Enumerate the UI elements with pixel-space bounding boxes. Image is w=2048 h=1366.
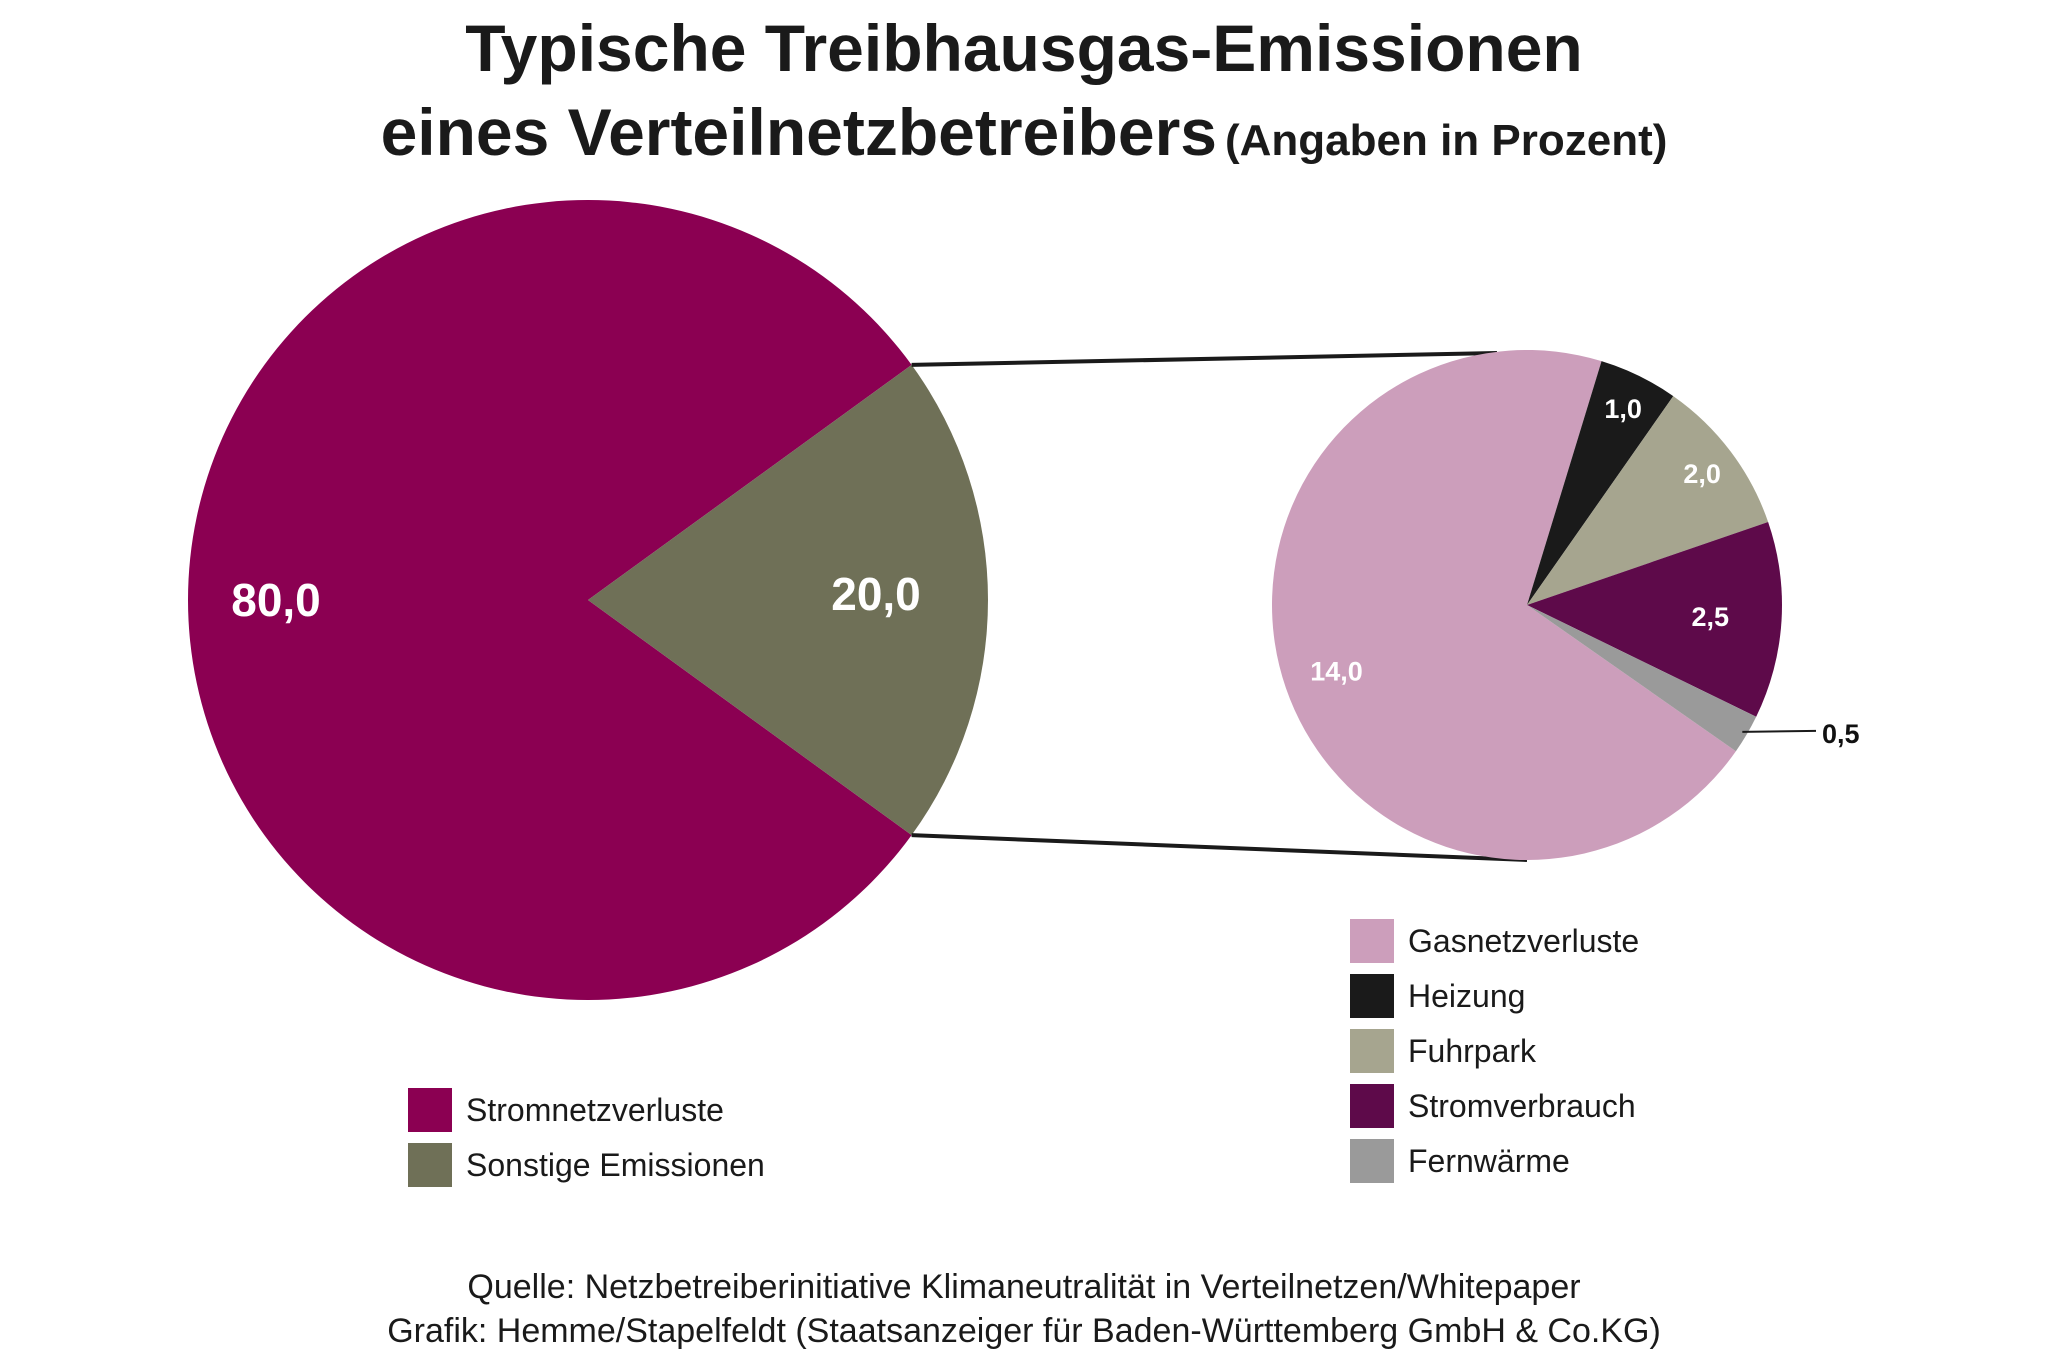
data-label-fernwaerme: 0,5 (1822, 719, 1860, 749)
pie-slice-sonstige-emissionen (588, 364, 989, 836)
data-label-gasnetzverluste: 14,0 (1310, 657, 1363, 687)
legend-item-heizung: Heizung (1350, 974, 1639, 1018)
legend-item-fernwaerme: Fernwärme (1350, 1139, 1639, 1183)
source-note: Quelle: Netzbetreiberinitiative Klimaneu… (467, 1268, 1581, 1306)
chart-title-line-2: eines Verteilnetzbetreibers (Angaben in P… (0, 92, 2048, 181)
legend-swatch (408, 1088, 452, 1132)
legend-swatch (408, 1143, 452, 1187)
pie-slice-stromnetzverluste (188, 200, 912, 1001)
legend-label: Heizung (1408, 977, 1526, 1014)
legend-main: Stromnetzverluste Sonstige Emissionen (408, 1088, 765, 1199)
pie-slice-fernwaerme (1527, 605, 1757, 752)
legend-swatch (1350, 974, 1394, 1018)
legend-swatch (1350, 919, 1394, 963)
data-label-heizung: 1,0 (1604, 394, 1642, 424)
chart-title-unit: (Angaben in Prozent) (1224, 116, 1668, 165)
legend-label: Stromnetzverluste (466, 1091, 724, 1128)
data-label-stromverbrauch: 2,5 (1691, 602, 1729, 632)
legend-label: Stromverbrauch (1408, 1087, 1636, 1124)
legend-swatch (1350, 1084, 1394, 1128)
pie-slice-fuhrpark (1527, 396, 1769, 605)
chart-title-line-1: Typische Treibhausgas-Emissionen (465, 11, 1583, 85)
connector-line-top (911, 351, 1498, 367)
legend-label: Gasnetzverluste (1408, 922, 1640, 959)
legend-label: Sonstige Emissionen (466, 1146, 765, 1183)
pie-slice-stromverbrauch (1527, 521, 1782, 717)
leader-line-fernwaerme (1742, 729, 1817, 733)
data-label-sonstige-emissionen: 20,0 (831, 568, 921, 620)
data-label-stromnetzverluste: 80,0 (231, 574, 321, 626)
data-label-fuhrpark: 2,0 (1683, 459, 1721, 489)
legend-item-stromnetzverluste: Stromnetzverluste (408, 1088, 765, 1132)
legend-item-fuhrpark: Fuhrpark (1350, 1029, 1639, 1073)
legend-label: Fernwärme (1408, 1142, 1570, 1179)
pie-slice-gasnetzverluste (1271, 349, 1736, 860)
legend-item-sonstige-emissionen: Sonstige Emissionen (408, 1143, 765, 1187)
legend-label: Fuhrpark (1408, 1032, 1537, 1069)
credit-note: Grafik: Hemme/Stapelfeldt (Staatsanzeige… (387, 1312, 1661, 1350)
legend-swatch (1350, 1029, 1394, 1073)
legend-item-stromverbrauch: Stromverbrauch (1350, 1084, 1639, 1128)
legend-swatch (1350, 1139, 1394, 1183)
legend-item-gasnetzverluste: Gasnetzverluste (1350, 919, 1640, 963)
pie-slice-heizung (1527, 361, 1674, 605)
legend-breakdown: Gasnetzverluste Heizung Fuhrpark Stromve… (1350, 919, 1640, 1195)
connector-line-bottom (911, 833, 1528, 862)
chart-title-main: eines Verteilnetzbetreibers (380, 95, 1217, 169)
